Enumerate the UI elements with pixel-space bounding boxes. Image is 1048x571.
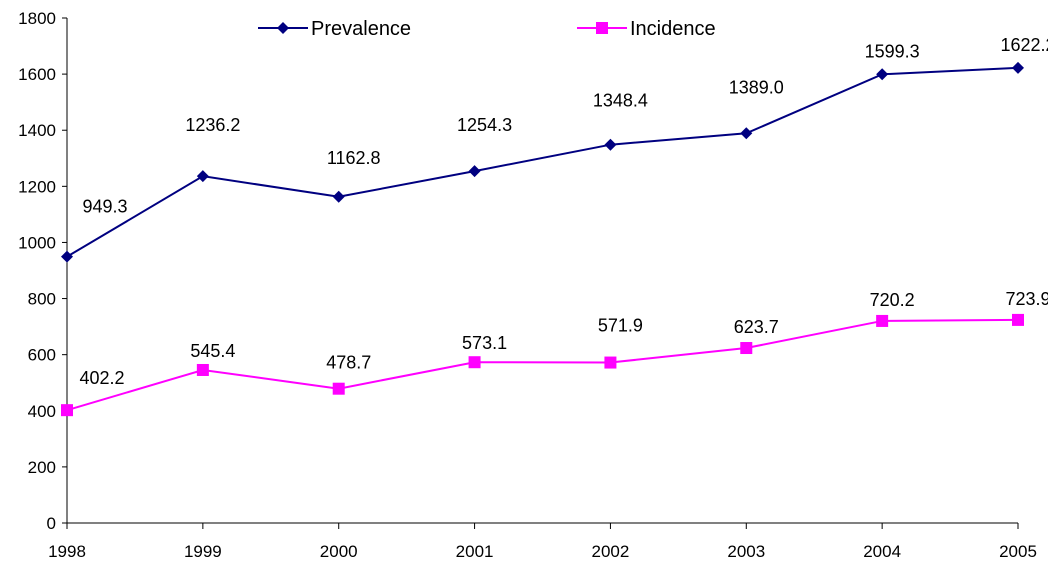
series-line	[66, 318, 1019, 412]
data-point	[740, 127, 753, 140]
series-line	[66, 66, 1019, 258]
x-tick-label: 2004	[863, 542, 901, 561]
data-point	[196, 170, 209, 183]
data-point	[468, 165, 481, 178]
data-label: 1236.2	[185, 115, 240, 135]
data-label: 1254.3	[457, 115, 512, 135]
y-tick-label: 1200	[18, 177, 56, 196]
x-tick-label: 1998	[48, 542, 86, 561]
data-label: 1348.4	[593, 91, 648, 111]
data-label: 1622.2	[1000, 35, 1048, 55]
data-point	[332, 382, 345, 395]
data-label: 573.1	[462, 333, 507, 353]
data-point	[740, 342, 753, 355]
data-point	[876, 68, 889, 81]
legend-label: Prevalence	[311, 18, 411, 40]
data-point	[876, 314, 889, 327]
y-tick-label: 1000	[18, 233, 56, 252]
x-tick-label: 2003	[727, 542, 765, 561]
data-label: 720.2	[870, 290, 915, 310]
y-tick-label: 1800	[18, 9, 56, 28]
x-tick-label: 2001	[456, 542, 494, 561]
data-label: 478.7	[326, 353, 371, 373]
y-tick-label: 400	[28, 402, 56, 421]
data-point	[61, 404, 73, 417]
y-tick-label: 200	[28, 458, 56, 477]
data-label: 545.4	[190, 341, 235, 361]
y-tick-label: 1600	[18, 65, 56, 84]
data-point	[61, 250, 73, 263]
legend-item-incidence: Incidence	[577, 18, 716, 40]
data-label: 571.9	[598, 316, 643, 336]
legend-label: Incidence	[630, 18, 716, 40]
legend: Prevalence Incidence	[258, 18, 716, 40]
data-label: 1389.0	[729, 77, 784, 97]
data-point	[1012, 61, 1024, 74]
y-tick-label: 1400	[18, 121, 56, 140]
x-tick-label: 2005	[999, 542, 1037, 561]
data-point	[332, 190, 345, 203]
data-label: 623.7	[734, 317, 779, 337]
data-label: 1599.3	[865, 41, 920, 61]
series-incidence	[61, 313, 1024, 417]
x-tick-label: 2002	[592, 542, 630, 561]
x-tick-label: 2000	[320, 542, 358, 561]
legend-marker	[596, 22, 608, 34]
data-point	[1012, 313, 1024, 326]
series-layer	[61, 61, 1024, 417]
y-tick-label: 600	[28, 346, 56, 365]
data-label: 949.3	[82, 197, 127, 217]
data-label: 402.2	[79, 368, 124, 388]
data-label: 723.9	[1005, 289, 1048, 309]
data-labels: 949.3 1236.2 1162.8 1254.3 1348.4 1389.0 1599.…	[79, 35, 1048, 388]
data-point	[604, 138, 617, 151]
x-tick-label: 1999	[184, 542, 222, 561]
y-tick-label: 800	[28, 290, 56, 309]
legend-marker	[277, 22, 289, 34]
data-point	[468, 356, 481, 369]
y-tick-label: 0	[47, 514, 56, 533]
legend-item-prevalence: Prevalence	[258, 18, 411, 40]
series-prevalence	[61, 61, 1024, 263]
data-point	[604, 356, 617, 369]
data-point	[196, 363, 209, 376]
axes: 0 200 400 600 800 1000 1200 1400 1600 1800 1998 199…	[18, 9, 1037, 561]
data-label: 1162.8	[327, 148, 381, 168]
